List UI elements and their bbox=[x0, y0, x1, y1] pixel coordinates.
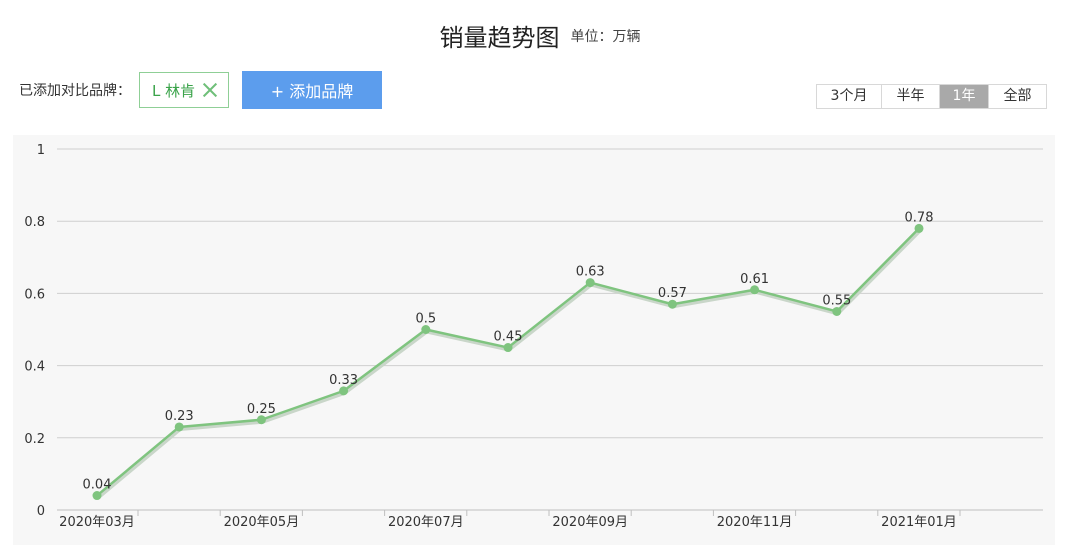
page-title: 销量趋势图 bbox=[439, 24, 560, 52]
series-line-shadow bbox=[96, 229, 922, 500]
brand-chip-lincoln: L 林肯 bbox=[139, 72, 229, 108]
data-label: 0.45 bbox=[494, 330, 523, 345]
data-label: 0.04 bbox=[83, 478, 112, 493]
time-range-selector: 3个月 半年 1年 全部 bbox=[816, 84, 1047, 109]
series-line-group bbox=[92, 223, 924, 501]
data-label: 0.5 bbox=[415, 312, 436, 327]
brand-chip-text: L 林肯 bbox=[152, 81, 196, 100]
y-tick-label: 0.2 bbox=[24, 432, 45, 447]
y-tick-label: 0.4 bbox=[24, 360, 45, 375]
data-point bbox=[585, 278, 595, 288]
data-label: 0.33 bbox=[329, 373, 358, 388]
chart-area bbox=[13, 135, 1055, 545]
data-point bbox=[421, 325, 431, 334]
data-point bbox=[750, 285, 760, 295]
y-tick-label: 0.6 bbox=[24, 287, 45, 302]
data-label: 0.63 bbox=[576, 265, 605, 280]
data-label: 0.23 bbox=[165, 409, 194, 424]
brand-compare-row: 已添加对比品牌： L 林肯 + 添加品牌 bbox=[19, 71, 382, 109]
y-tick-label: 0 bbox=[37, 504, 45, 519]
data-point bbox=[503, 343, 513, 353]
data-point bbox=[667, 299, 677, 309]
range-3-months[interactable]: 3个月 bbox=[817, 85, 882, 108]
data-point bbox=[339, 386, 349, 396]
range-1-year[interactable]: 1年 bbox=[940, 85, 989, 108]
x-tick-label: 2020年05月 bbox=[224, 515, 300, 530]
add-brand-button[interactable]: + 添加品牌 bbox=[242, 71, 382, 109]
data-point bbox=[174, 422, 184, 432]
data-labels: 0.04 0.23 0.25 0.33 0.5 0.45 0.63 0.57 0.61 0.55 0… bbox=[83, 210, 934, 492]
y-tick-label: 0.8 bbox=[24, 215, 45, 230]
data-point bbox=[256, 415, 266, 425]
data-label: 0.25 bbox=[247, 402, 276, 417]
data-label: 0.61 bbox=[740, 272, 769, 287]
x-tick-label: 2020年07月 bbox=[388, 515, 464, 530]
range-half-year[interactable]: 半年 bbox=[882, 85, 940, 108]
data-label: 0.57 bbox=[658, 286, 687, 301]
data-point bbox=[914, 223, 924, 233]
range-all[interactable]: 全部 bbox=[989, 85, 1046, 108]
brand-compare-label: 已添加对比品牌： bbox=[19, 83, 131, 99]
y-axis-ticks: 0 0.2 0.4 0.6 0.8 1 bbox=[24, 143, 45, 519]
grid-lines bbox=[57, 148, 1043, 439]
y-tick-label: 1 bbox=[37, 143, 45, 158]
data-label: 0.55 bbox=[822, 293, 851, 308]
unit-label: 单位：万辆 bbox=[570, 28, 641, 45]
x-tick-label: 2020年09月 bbox=[552, 515, 628, 530]
data-label: 0.78 bbox=[905, 210, 934, 225]
series-line bbox=[96, 227, 920, 497]
data-point bbox=[832, 306, 842, 316]
chart-header: 销量趋势图 单位：万辆 bbox=[0, 18, 1080, 53]
x-tick-label: 2021年01月 bbox=[881, 515, 957, 530]
data-point bbox=[92, 491, 102, 501]
x-tick-label: 2020年03月 bbox=[59, 515, 135, 530]
x-tick-label: 2020年11月 bbox=[717, 515, 793, 530]
x-axis: 2020年03月 2020年05月 2020年07月 2020年09月 2020年11月… bbox=[57, 509, 1043, 530]
